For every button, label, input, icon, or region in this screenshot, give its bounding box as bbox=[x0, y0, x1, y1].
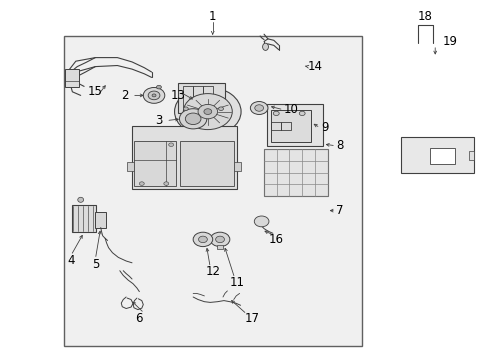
Ellipse shape bbox=[139, 182, 144, 185]
Ellipse shape bbox=[254, 105, 263, 111]
Text: 11: 11 bbox=[229, 276, 244, 289]
Ellipse shape bbox=[185, 113, 201, 125]
Ellipse shape bbox=[250, 102, 267, 114]
Bar bbox=[468, 151, 473, 160]
Bar bbox=[132, 126, 237, 189]
Ellipse shape bbox=[183, 94, 232, 130]
Text: 3: 3 bbox=[155, 114, 163, 127]
Bar bbox=[178, 83, 224, 113]
Ellipse shape bbox=[203, 109, 211, 114]
Bar bbox=[127, 162, 134, 171]
Ellipse shape bbox=[183, 107, 188, 111]
Ellipse shape bbox=[163, 182, 168, 185]
Text: 4: 4 bbox=[67, 255, 75, 267]
Ellipse shape bbox=[148, 91, 160, 100]
Ellipse shape bbox=[156, 85, 161, 89]
Text: 13: 13 bbox=[171, 89, 185, 102]
Text: 6: 6 bbox=[135, 312, 143, 325]
Ellipse shape bbox=[273, 111, 279, 116]
Ellipse shape bbox=[262, 43, 268, 50]
Ellipse shape bbox=[152, 94, 156, 97]
Ellipse shape bbox=[179, 109, 206, 129]
Ellipse shape bbox=[174, 87, 241, 136]
Text: 17: 17 bbox=[244, 312, 259, 325]
Ellipse shape bbox=[299, 111, 305, 116]
Text: 9: 9 bbox=[321, 121, 328, 134]
Bar bbox=[95, 212, 106, 228]
Bar bbox=[271, 110, 310, 142]
Bar bbox=[134, 141, 176, 186]
Ellipse shape bbox=[254, 216, 268, 227]
Ellipse shape bbox=[210, 232, 229, 247]
Ellipse shape bbox=[78, 197, 83, 202]
Text: 15: 15 bbox=[88, 85, 102, 98]
Text: 12: 12 bbox=[205, 265, 220, 278]
Bar bbox=[63, 36, 361, 346]
Text: 10: 10 bbox=[283, 103, 298, 116]
Ellipse shape bbox=[198, 104, 217, 119]
Text: 2: 2 bbox=[121, 89, 128, 102]
Text: 8: 8 bbox=[335, 139, 343, 152]
Bar bbox=[233, 162, 241, 171]
Ellipse shape bbox=[198, 236, 207, 243]
Ellipse shape bbox=[218, 107, 223, 111]
Text: 16: 16 bbox=[268, 233, 283, 246]
Bar bbox=[429, 148, 454, 164]
Bar bbox=[264, 149, 327, 196]
Text: 1: 1 bbox=[208, 10, 216, 23]
Text: 7: 7 bbox=[335, 204, 343, 217]
Ellipse shape bbox=[143, 87, 164, 103]
Text: 5: 5 bbox=[91, 258, 99, 271]
Bar bbox=[65, 69, 79, 87]
Text: 18: 18 bbox=[417, 10, 432, 23]
Ellipse shape bbox=[193, 232, 212, 247]
Bar bbox=[400, 137, 473, 173]
Bar bbox=[72, 205, 96, 232]
Ellipse shape bbox=[215, 236, 224, 243]
Ellipse shape bbox=[168, 143, 173, 147]
Bar bbox=[216, 245, 223, 249]
Bar bbox=[266, 104, 322, 146]
Text: 14: 14 bbox=[307, 60, 322, 73]
Bar bbox=[180, 141, 233, 186]
Text: 19: 19 bbox=[442, 35, 457, 48]
